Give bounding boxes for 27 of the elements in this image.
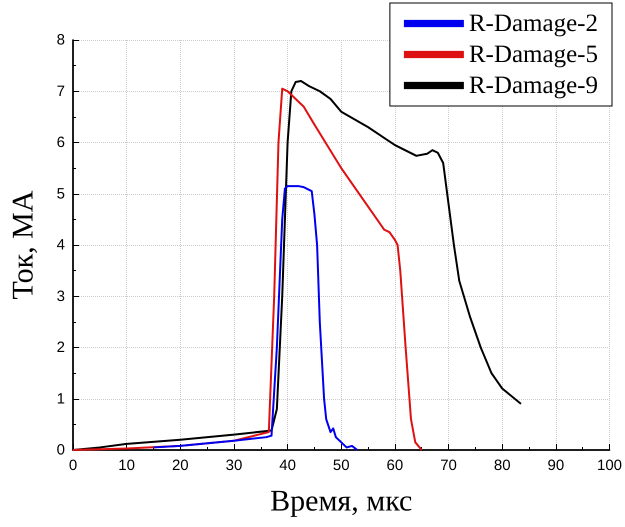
- x-tick-label: 30: [226, 457, 242, 474]
- x-tick-label: 50: [332, 457, 350, 474]
- x-tick-label: 80: [494, 457, 511, 474]
- legend-label: R-Damage-2: [468, 10, 598, 37]
- x-tick-label: 20: [172, 457, 189, 474]
- line-series: [72, 88, 423, 451]
- legend-label: R-Damage-9: [468, 72, 598, 99]
- legend-label: R-Damage-5: [468, 41, 598, 68]
- x-tick-label: 60: [386, 457, 404, 474]
- y-tick-label: 2: [56, 339, 65, 356]
- x-tick-label: 40: [279, 457, 296, 474]
- y-tick-label: 6: [56, 134, 65, 151]
- y-axis-title: Ток, MA: [6, 190, 40, 300]
- x-tick-label: 70: [440, 457, 457, 474]
- y-tick-label: 7: [56, 82, 65, 100]
- y-tick-label: 5: [56, 185, 65, 202]
- y-tick-label: 4: [56, 236, 65, 254]
- x-tick-label: 0: [68, 457, 78, 474]
- y-tick-label: 3: [56, 288, 65, 305]
- x-tick-label: 100: [596, 457, 622, 474]
- y-tick-label: 8: [56, 32, 65, 48]
- x-tick-label: 90: [547, 457, 564, 474]
- x-axis-title: Время, мкс: [270, 484, 412, 518]
- x-tick-label: 10: [118, 457, 135, 474]
- y-tick-label: 1: [56, 390, 65, 408]
- line-series: [152, 185, 358, 451]
- y-tick-label: 0: [56, 442, 65, 458]
